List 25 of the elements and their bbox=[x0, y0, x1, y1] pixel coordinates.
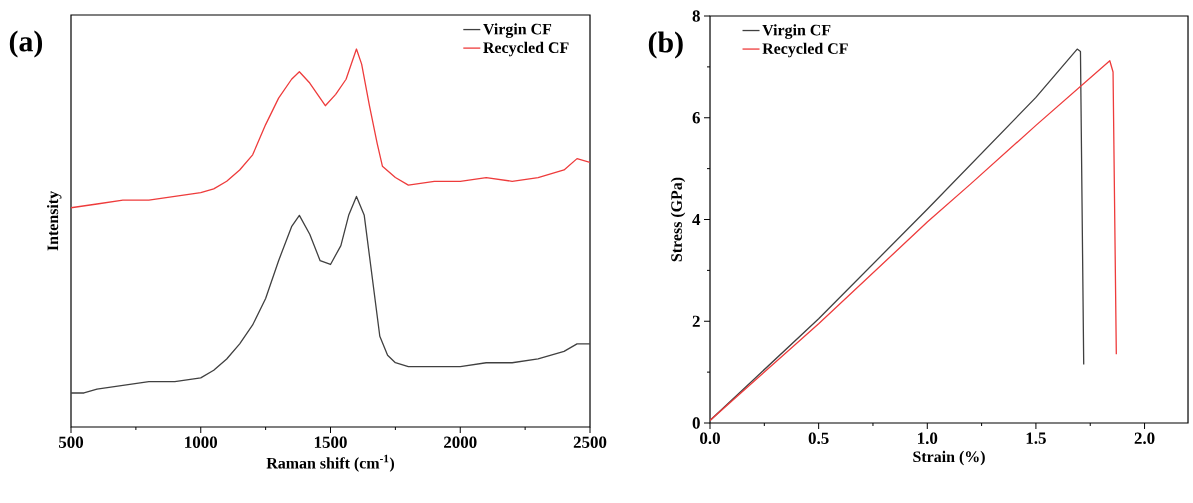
x-tick-label: 0.0 bbox=[700, 432, 720, 445]
y-axis-title: Intensity bbox=[46, 191, 62, 251]
y-tick-label: 2 bbox=[692, 315, 700, 327]
x-tick-label: 1500 bbox=[314, 436, 347, 448]
x-tick-label: 2000 bbox=[444, 436, 477, 448]
x-tick-label: 500 bbox=[58, 436, 84, 448]
x-tick-label: 0.5 bbox=[808, 432, 829, 445]
y-tick-label: 0 bbox=[692, 417, 700, 429]
legend-label: Virgin CF bbox=[483, 23, 552, 38]
x-tick-label: 1.5 bbox=[1026, 432, 1046, 444]
y-axis-title: Stress (GPa) bbox=[670, 177, 686, 262]
x-tick-label: 1000 bbox=[185, 436, 218, 448]
x-tick-label: 2.0 bbox=[1134, 432, 1155, 445]
y-tick-label: 6 bbox=[692, 112, 700, 124]
legend-label: Virgin CF bbox=[762, 24, 831, 39]
legend-label: Recycled CF bbox=[762, 42, 848, 58]
x-tick-label: 2500 bbox=[573, 436, 607, 448]
text: (b) bbox=[648, 31, 683, 59]
y-tick-label: 8 bbox=[692, 10, 700, 22]
x-tick-label: 1.0 bbox=[918, 432, 938, 445]
legend-label: Recycled CF bbox=[483, 41, 569, 57]
x-axis-title: Strain (%) bbox=[913, 450, 985, 466]
x-axis-title: Raman shift (cm$^{-1}$) bbox=[266, 454, 395, 472]
text: (a) bbox=[9, 30, 43, 58]
y-tick-label: 4 bbox=[692, 213, 701, 226]
